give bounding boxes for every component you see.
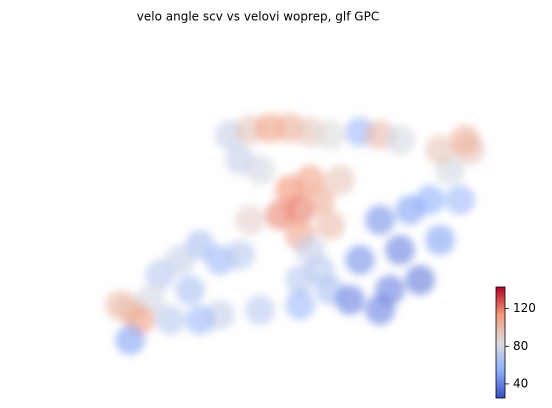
- colorbar-tick-label: 80: [513, 339, 528, 353]
- point: [385, 235, 415, 265]
- point: [115, 325, 145, 355]
- point: [365, 295, 395, 325]
- point: [145, 260, 175, 290]
- point: [450, 125, 480, 155]
- point: [285, 290, 315, 320]
- point: [225, 240, 255, 270]
- point: [245, 155, 275, 185]
- point: [175, 275, 205, 305]
- point: [185, 305, 215, 335]
- point: [405, 265, 435, 295]
- point: [245, 295, 275, 325]
- point: [395, 195, 425, 225]
- point: [365, 205, 395, 235]
- point: [285, 265, 315, 295]
- point: [445, 185, 475, 215]
- point: [105, 290, 135, 320]
- point: [235, 205, 265, 235]
- points: [105, 113, 485, 355]
- point: [385, 125, 415, 155]
- point: [425, 135, 455, 165]
- point: [315, 120, 345, 150]
- point: [155, 305, 185, 335]
- colorbar-tick-label: 120: [513, 301, 536, 315]
- point: [305, 185, 335, 215]
- chart-title: velo angle scv vs velovi woprep, glf GPC: [137, 10, 379, 24]
- point: [335, 285, 365, 315]
- point: [345, 245, 375, 275]
- point: [265, 200, 295, 230]
- colorbar-tick-label: 40: [513, 376, 528, 390]
- point: [325, 165, 355, 195]
- colorbar: [495, 286, 506, 399]
- point: [315, 210, 345, 240]
- point: [425, 225, 455, 255]
